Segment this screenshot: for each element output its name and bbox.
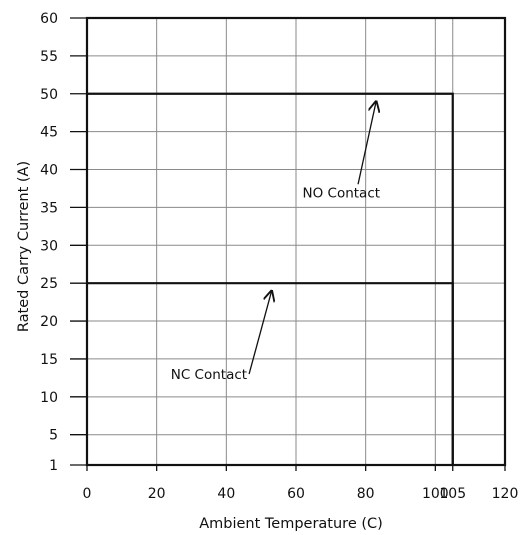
x-tick-label: 120 <box>492 486 519 502</box>
y-tick-label: 15 <box>40 352 58 368</box>
y-axis-title: Rated Carry Current (A) <box>16 161 32 332</box>
x-axis-title: Ambient Temperature (C) <box>199 516 383 532</box>
series-line-nc-contact <box>87 282 454 465</box>
y-tick-label: 45 <box>40 125 58 141</box>
y-tick-label: 20 <box>40 314 58 330</box>
series-group <box>87 92 454 465</box>
x-tick-label: 20 <box>148 486 166 502</box>
x-tick-label: 80 <box>357 486 375 502</box>
y-tick-label: 50 <box>40 87 58 103</box>
x-tick-label: 100 <box>422 486 449 502</box>
y-tick-label: 55 <box>40 49 58 65</box>
annotation-arrow <box>248 291 272 375</box>
y-tick-label: 30 <box>40 238 58 254</box>
y-tick-label: 5 <box>49 428 58 444</box>
series-line-no-contact <box>87 92 454 465</box>
y-tick-label: 1 <box>49 458 58 474</box>
x-tick-label: 40 <box>217 486 235 502</box>
x-tick-label: 105 <box>439 486 466 502</box>
annotation-label: NC Contact <box>171 367 247 383</box>
annotation-group: NO Contact NC Contact <box>171 102 381 383</box>
y-tick-label: 60 <box>40 11 58 27</box>
grid <box>86 17 506 466</box>
y-tick-label: 10 <box>40 390 58 406</box>
y-tick-label: 40 <box>40 163 58 179</box>
x-tick-label: 0 <box>83 486 92 502</box>
y-tick-label: 25 <box>40 276 58 292</box>
y-tick-label: 35 <box>40 200 58 216</box>
x-tick-label: 60 <box>287 486 305 502</box>
annotation-arrow <box>357 102 376 185</box>
annotation-label: NO Contact <box>303 185 381 201</box>
